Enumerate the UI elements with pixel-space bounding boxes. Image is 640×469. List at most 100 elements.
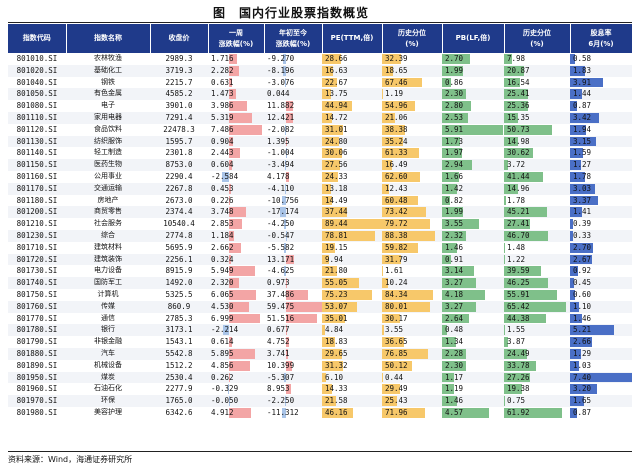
cell-ytd-change: -4.625 bbox=[264, 265, 322, 278]
cell-value: 0.044 bbox=[267, 89, 290, 99]
cell-value: 19.15 bbox=[325, 242, 348, 252]
cell-pe: 35.01 bbox=[322, 312, 382, 325]
cell-pe-percentile: 0.44 bbox=[382, 371, 442, 384]
cell-pb: 1.46 bbox=[442, 241, 504, 254]
cell-value: 3.72 bbox=[507, 160, 526, 170]
cell-pe: 29.65 bbox=[322, 347, 382, 360]
cell-pe: 46.16 bbox=[322, 406, 382, 419]
cell-pe: 18.83 bbox=[322, 336, 382, 348]
data-bar bbox=[322, 89, 332, 100]
cell-pb: 2.53 bbox=[442, 111, 504, 124]
cell-name: 美容护理 bbox=[66, 406, 150, 419]
cell-dividend-yield: 3.37 bbox=[570, 194, 632, 207]
data-bar bbox=[286, 348, 289, 359]
cell-code: 801950.SI bbox=[8, 371, 66, 384]
cell-pb-percentile: 41.44 bbox=[504, 170, 570, 183]
cell-ytd-change: -3.494 bbox=[264, 159, 322, 171]
data-bar bbox=[442, 301, 476, 312]
cell-dividend-yield: 2.67 bbox=[570, 253, 632, 266]
cell-pe-percentile: 25.43 bbox=[382, 395, 442, 407]
table-row: 801230.SI 综合 2774.8 1.184 -0.547 78.81 88.38 2.… bbox=[8, 229, 632, 242]
cell-code: 801980.SI bbox=[8, 406, 66, 419]
cell-code: 801010.SI bbox=[8, 53, 66, 65]
cell-ytd-change: -11.312 bbox=[264, 406, 322, 419]
data-bar bbox=[382, 278, 389, 288]
data-bar bbox=[570, 266, 578, 277]
cell-week-change: -2.214 bbox=[208, 324, 264, 337]
cell-value: 4.178 bbox=[267, 171, 290, 181]
cell-value: 55.91 bbox=[507, 289, 530, 299]
data-bar bbox=[570, 219, 574, 229]
cell-pb-percentile: 19.38 bbox=[504, 383, 570, 396]
cell-value: 15.35 bbox=[507, 112, 530, 122]
data-bar bbox=[322, 101, 352, 111]
cell-name: 有色金属 bbox=[66, 88, 150, 101]
data-bar bbox=[382, 289, 433, 300]
data-bar bbox=[504, 112, 519, 123]
cell-dividend-yield: 0.87 bbox=[570, 406, 632, 419]
data-bar bbox=[322, 301, 358, 312]
cell-value: 16.54 bbox=[507, 77, 530, 87]
cell-week-change: 5.949 bbox=[208, 265, 264, 278]
cell-value: 0.92 bbox=[573, 266, 592, 276]
data-bar bbox=[382, 89, 383, 100]
cell-value: 1.03 bbox=[573, 360, 592, 370]
cell-value: 3.14 bbox=[445, 266, 464, 276]
cell-ytd-change: -9.270 bbox=[264, 53, 322, 65]
cell-week-change: -0.050 bbox=[208, 395, 264, 407]
cell-value: 1.78 bbox=[507, 195, 526, 205]
cell-value: 54.96 bbox=[385, 101, 408, 111]
data-bar bbox=[442, 89, 466, 100]
cell-close: 2530.4 bbox=[150, 371, 208, 384]
data-bar bbox=[322, 65, 334, 76]
cell-value: 1.99 bbox=[445, 207, 464, 217]
data-bar bbox=[382, 124, 406, 135]
cell-pb-percentile: 1.55 bbox=[504, 324, 570, 337]
cell-value: 18.83 bbox=[325, 337, 348, 347]
cell-value: 10.24 bbox=[385, 278, 408, 288]
cell-pb: 1.19 bbox=[442, 383, 504, 396]
cell-code: 801110.SI bbox=[8, 111, 66, 124]
cell-ytd-change: -0.547 bbox=[264, 229, 322, 242]
data-bar bbox=[286, 112, 294, 123]
cell-value: 18.65 bbox=[385, 65, 408, 75]
cell-value: 21.58 bbox=[325, 396, 348, 406]
cell-close: 2267.8 bbox=[150, 182, 208, 195]
cell-value: -10.756 bbox=[267, 195, 299, 205]
figure-label: 图 bbox=[213, 5, 226, 20]
cell-ytd-change: 11.882 bbox=[264, 100, 322, 112]
cell-value: -5.307 bbox=[267, 372, 295, 382]
data-bar bbox=[570, 407, 578, 418]
cell-pb-percentile: 16.54 bbox=[504, 76, 570, 89]
cell-value: 29.65 bbox=[325, 348, 348, 358]
data-bar bbox=[229, 313, 260, 324]
cell-value: 0.39 bbox=[573, 219, 592, 229]
cell-value: 32.39 bbox=[385, 54, 408, 63]
data-bar bbox=[504, 384, 523, 395]
cell-value: 35.01 bbox=[325, 313, 348, 323]
cell-pe: 14.49 bbox=[322, 194, 382, 207]
data-bar bbox=[222, 171, 230, 182]
cell-value: 0.604 bbox=[211, 160, 234, 170]
data-bar bbox=[322, 266, 337, 277]
cell-dividend-yield: 1.27 bbox=[570, 159, 632, 171]
cell-value: 2.53 bbox=[445, 112, 464, 122]
cell-pe: 31.01 bbox=[322, 123, 382, 136]
cell-code: 801760.SI bbox=[8, 300, 66, 313]
cell-value: 44.38 bbox=[507, 313, 530, 323]
cell-close: 2256.1 bbox=[150, 253, 208, 266]
cell-code: 801170.SI bbox=[8, 182, 66, 195]
cell-value: -4.250 bbox=[267, 219, 295, 229]
cell-value: 1.17 bbox=[445, 372, 464, 382]
cell-close: 3719.3 bbox=[150, 64, 208, 77]
cell-value: 1.395 bbox=[267, 136, 290, 146]
cell-ytd-change: 13.171 bbox=[264, 253, 322, 266]
cell-value: 2.443 bbox=[211, 148, 234, 158]
cell-pb-percentile: 1.78 bbox=[504, 194, 570, 207]
cell-code: 801770.SI bbox=[8, 312, 66, 325]
cell-week-change: 6.065 bbox=[208, 288, 264, 301]
data-bar bbox=[286, 101, 294, 111]
cell-value: 4.856 bbox=[211, 360, 234, 370]
cell-value: 61.33 bbox=[385, 148, 408, 158]
data-bar bbox=[442, 396, 458, 406]
